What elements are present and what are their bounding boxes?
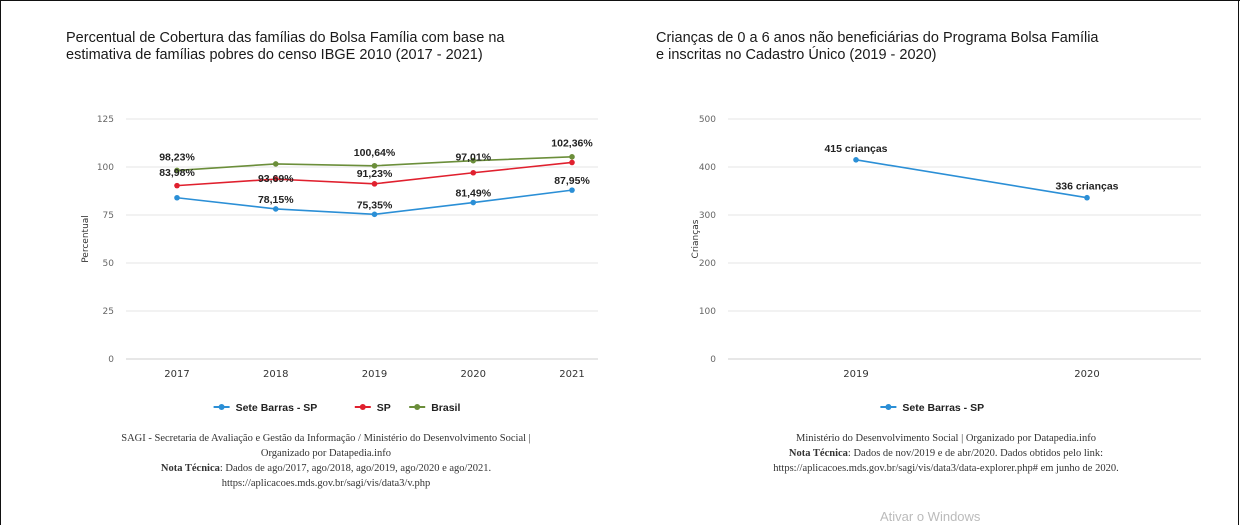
coverage-title-line1: Percentual de Cobertura das famílias do … (66, 30, 505, 46)
coverage-x-tick: 2021 (559, 369, 584, 380)
children-chart-title: Crianças de 0 a 6 anos não beneficiárias… (656, 30, 1099, 64)
coverage-data-label: 100,64% (354, 147, 396, 159)
coverage-title-line2: estimativa de famílias pobres do censo I… (66, 47, 483, 63)
coverage-legend-marker-0 (218, 404, 225, 410)
coverage-data-label: 97,01% (455, 152, 491, 164)
children-title-line1: Crianças de 0 a 6 anos não beneficiárias… (656, 30, 1099, 46)
coverage-x-tick: 2019 (362, 369, 387, 380)
coverage-y-tick: 75 (103, 211, 114, 221)
coverage-line-chart: 0 25 50 75 100 125 2017 2018 2019 2020 2021 Percent… (81, 115, 598, 414)
coverage-x-tick: 2020 (461, 369, 486, 380)
coverage-data-label: 75,35% (357, 199, 393, 211)
children-note: Nota Técnica: Dados de nov/2019 e de abr… (696, 446, 1196, 461)
coverage-y-tick: 125 (97, 115, 114, 125)
children-y-tick: 200 (699, 259, 716, 269)
coverage-series-point-0 (174, 194, 180, 201)
coverage-legend-marker-2 (414, 404, 421, 410)
coverage-y-tick: 100 (97, 163, 114, 173)
children-y-tick: 400 (699, 163, 716, 173)
children-series-line-0 (855, 159, 1088, 199)
children-line-chart: 0 100 200 300 400 500 2019 2020 Crianças Sete Bar… (691, 115, 1201, 414)
children-title-line2: e inscritas no Cadastro Único (2019 - 20… (656, 47, 937, 63)
coverage-source-line1: SAGI - Secretaria de Avaliação e Gestão … (121, 433, 531, 444)
coverage-series-point-1 (174, 182, 180, 189)
coverage-y-tick: 25 (103, 307, 114, 317)
children-series-point-0 (853, 157, 859, 163)
children-note-link[interactable]: https://aplicacoes.mds.gov.br/sagi/vis/d… (773, 463, 1119, 474)
children-y-tick: 100 (699, 307, 716, 317)
children-data-label: 415 crianças (824, 143, 887, 155)
coverage-series-point-1 (569, 159, 575, 166)
coverage-x-tick: 2017 (164, 369, 189, 380)
children-x-tick: 2020 (1074, 369, 1099, 380)
frame-top-border (0, 0, 1240, 1)
coverage-series-point-1 (371, 181, 378, 187)
children-series-point-0 (1084, 194, 1090, 201)
coverage-series-point-1 (470, 169, 477, 176)
coverage-note-label: Nota Técnica (160, 463, 220, 474)
coverage-data-label: 87,95% (554, 175, 590, 187)
children-chart-panel: Crianças de 0 a 6 anos não beneficiárias… (636, 14, 1226, 514)
coverage-series-point-2 (371, 162, 378, 169)
children-legend-marker-0 (885, 404, 892, 410)
coverage-data-label: 81,49% (455, 188, 491, 200)
coverage-series-point-2 (174, 167, 180, 174)
coverage-legend-label-1: SP (377, 402, 391, 414)
coverage-series-point-0 (272, 206, 279, 212)
children-y-tick: 0 (710, 355, 716, 365)
coverage-series-point-2 (569, 154, 575, 160)
coverage-y-tick: 0 (108, 355, 114, 365)
coverage-legend-label-2: Brasil (431, 402, 460, 414)
children-y-tick: 500 (699, 115, 716, 125)
children-source: Ministério do Desenvolvimento Social | O… (696, 431, 1196, 476)
coverage-series-point-0 (569, 187, 575, 193)
coverage-chart-title: Percentual de Cobertura das famílias do … (66, 30, 504, 64)
children-x-tick: 2019 (843, 369, 868, 380)
coverage-data-label: 93,69% (258, 173, 294, 185)
coverage-x-tick: 2018 (263, 369, 288, 380)
children-data-label: 336 crianças (1055, 181, 1118, 193)
frame-left-border (0, 0, 1, 525)
coverage-series-point-0 (371, 211, 378, 218)
coverage-note-text: : Dados de ago/2017, ago/2018, ago/2019,… (219, 463, 492, 474)
children-y-axis-label: Crianças (691, 219, 701, 258)
coverage-series-point-2 (272, 161, 279, 167)
children-note-label: Nota Técnica (788, 448, 848, 459)
coverage-data-label: 91,23% (357, 168, 393, 180)
coverage-chart-panel: Percentual de Cobertura das famílias do … (26, 14, 626, 514)
coverage-data-label: 78,15% (258, 194, 294, 206)
children-source-line1: Ministério do Desenvolvimento Social | O… (796, 433, 1096, 444)
coverage-series-point-0 (470, 199, 477, 206)
coverage-note-link[interactable]: https://aplicacoes.mds.gov.br/sagi/vis/d… (221, 478, 431, 489)
coverage-series-point-1 (272, 176, 279, 182)
coverage-data-label: 98,23% (159, 151, 195, 163)
windows-activation-watermark: Ativar o Windows (880, 509, 981, 524)
coverage-y-tick: 50 (103, 259, 115, 269)
coverage-legend-label-0: Sete Barras - SP (236, 402, 318, 414)
coverage-y-axis-label: Percentual (81, 215, 91, 263)
coverage-series-point-2 (470, 157, 477, 164)
children-legend-label-0: Sete Barras - SP (902, 402, 984, 414)
children-y-tick: 300 (699, 211, 716, 221)
coverage-source: SAGI - Secretaria de Avaliação e Gestão … (56, 431, 596, 491)
coverage-note: Nota Técnica: Dados de ago/2017, ago/201… (56, 461, 596, 476)
coverage-source-line2: Organizado por Datapedia.info (260, 448, 392, 459)
coverage-legend-marker-1 (359, 404, 366, 410)
frame-right-border (1238, 0, 1239, 525)
coverage-data-label: 102,36% (551, 137, 593, 149)
children-note-text: : Dados de nov/2019 e de abr/2020. Dados… (847, 448, 1104, 459)
coverage-data-label: 83,98% (159, 167, 195, 179)
